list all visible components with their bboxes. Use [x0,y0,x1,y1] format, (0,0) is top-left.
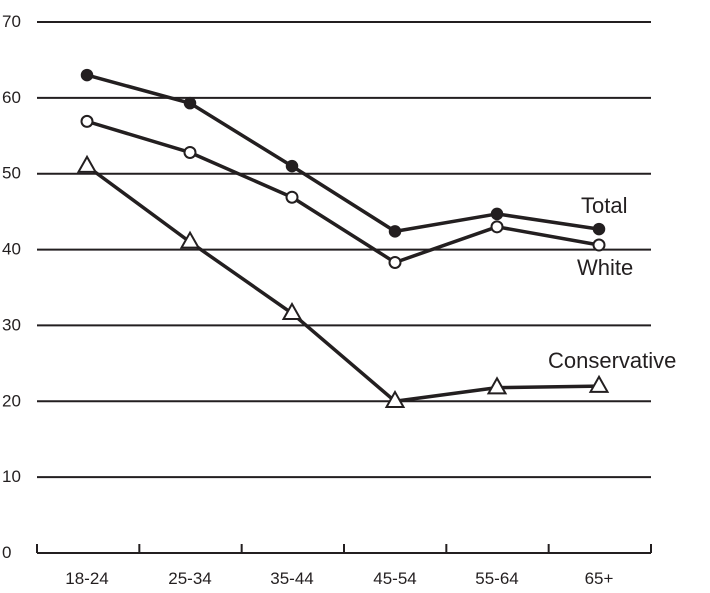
y-tick-label-60: 60 [2,88,21,107]
point-white-35-44 [285,190,299,204]
x-tick-label-45-54: 45-54 [373,569,416,588]
point-conservative-65+ [588,374,610,393]
point-white-25-34 [183,145,197,159]
point-total-18-24 [80,68,94,82]
series-conservative [76,154,610,408]
point-conservative-35-44 [281,301,303,320]
series-label-white: White [577,255,633,280]
gridlines [37,21,651,479]
point-total-45-54 [388,225,402,238]
y-tick-label-50: 50 [2,164,21,183]
y-tick-label-10: 10 [2,467,21,486]
series-line-total [86,73,600,234]
point-white-45-54 [388,255,402,269]
point-conservative-18-24 [76,154,98,173]
point-conservative-45-54 [384,389,406,408]
point-white-65+ [592,238,606,252]
y-tick-label-20: 20 [2,391,21,410]
point-total-35-44 [285,159,299,173]
point-total-55-64 [490,207,504,221]
x-tick-label-55-64: 55-64 [475,569,518,588]
point-conservative-55-64 [486,376,508,395]
x-tick-label-18-24: 18-24 [65,569,108,588]
x-tick-label-25-34: 25-34 [168,569,211,588]
y-tick-label-30: 30 [2,315,21,334]
x-tick-label-35-44: 35-44 [270,569,313,588]
series-group [76,68,610,408]
x-axis: 18-24 25-34 35-44 45-54 55-64 65+ [36,544,652,588]
series-total [80,68,606,238]
point-total-65+ [592,222,606,236]
y-tick-label-70: 70 [2,12,21,31]
y-tick-label-40: 40 [2,240,21,259]
series-labels: Total White Conservative [548,193,676,373]
series-label-total: Total [581,193,627,218]
y-axis-tick-labels: 0 10 20 30 40 50 60 70 [2,12,21,562]
y-tick-label-0: 0 [2,543,11,562]
point-conservative-25-34 [179,230,201,249]
point-white-55-64 [490,220,504,234]
point-total-25-34 [183,96,197,110]
x-tick-label-65+: 65+ [585,569,614,588]
series-white [80,114,606,269]
series-line-conservative [85,164,600,404]
series-label-conservative: Conservative [548,348,676,373]
point-white-18-24 [80,114,94,128]
series-line-white [86,119,600,265]
